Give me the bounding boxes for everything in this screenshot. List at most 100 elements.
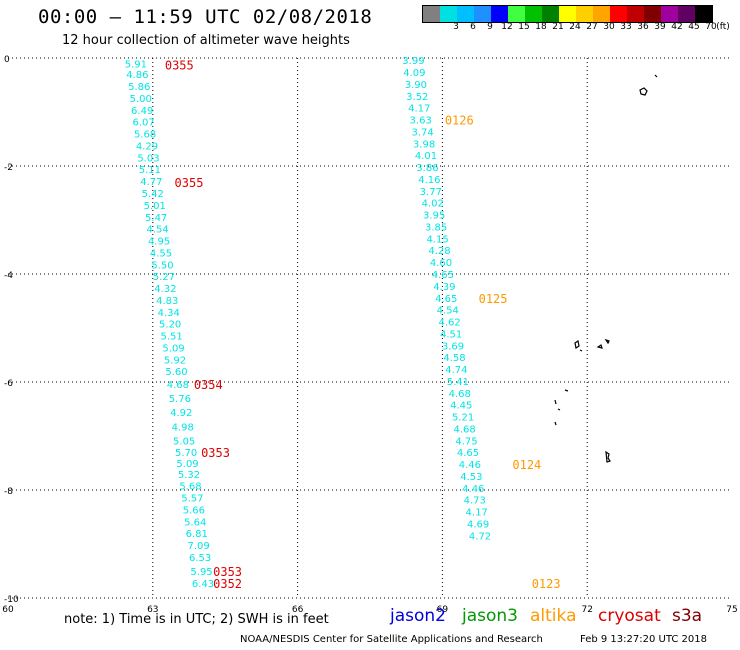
swh-value-label: 4.32	[154, 284, 176, 295]
track-values: 5.914.865.865.006.496.075.684.295.035.11…	[125, 56, 491, 590]
map-title: 00:00 – 11:59 UTC 02/08/2018	[38, 6, 373, 28]
swh-value-label: 5.70	[175, 448, 197, 459]
swh-value-label: 5.57	[181, 494, 203, 505]
island-shape	[574, 338, 610, 352]
colorbar-labels: 3 6 9 12 15 18 21 24 27 30 33 36 39 42 45 70 (ft)	[422, 22, 740, 34]
colorbar-label: 30	[603, 22, 615, 32]
colorbar-swatch	[644, 6, 661, 22]
swh-value-label: 5.27	[153, 272, 175, 283]
y-tick-label: -6	[4, 379, 13, 389]
island-shape	[554, 389, 569, 411]
satellite-legend-cryosat: cryosat	[598, 606, 661, 626]
colorbar-label: 9	[487, 22, 493, 32]
footer-note: note: 1) Time is in UTC; 2) SWH is in fe…	[64, 612, 329, 627]
colorbar-swatch	[491, 6, 508, 22]
pass-time-label: 0355	[175, 176, 204, 190]
island-shape	[639, 74, 658, 96]
swh-value-label: 4.69	[467, 519, 489, 530]
x-tick-label: 63	[147, 605, 158, 615]
swh-value-label: 5.20	[159, 320, 181, 331]
swh-value-label: 5.60	[165, 367, 187, 378]
x-tick-label: 69	[437, 605, 449, 615]
swh-value-label: 4.55	[150, 248, 172, 259]
swh-value-label: 4.75	[455, 436, 477, 447]
pass-time-label: 0352	[213, 577, 242, 591]
colorbar-swatch	[457, 6, 474, 22]
swh-value-label: 5.91	[125, 59, 147, 70]
swh-value-label: 4.68	[449, 389, 471, 400]
swh-value-label: 7.09	[188, 541, 210, 552]
pass-time-label: 0123	[532, 577, 561, 591]
swh-value-label: 4.16	[418, 175, 440, 186]
satellite-legend-jason2: jason2	[390, 606, 446, 626]
swh-value-label: 5.64	[184, 517, 206, 528]
swh-value-label: 4.45	[450, 401, 472, 412]
swh-value-label: 5.51	[160, 332, 182, 343]
swh-value-label: 4.73	[464, 496, 486, 507]
swh-value-label: 4.77	[140, 177, 162, 188]
swh-value-label: 5.42	[142, 189, 164, 200]
swh-value-label: 4.95	[148, 237, 170, 248]
satellite-legend-s3a: s3a	[672, 606, 703, 626]
swh-value-label: 4.65	[457, 448, 479, 459]
swh-value-label: 5.05	[173, 436, 195, 447]
swh-value-label: 3.52	[406, 92, 428, 103]
map-axis-labels: 60 63 66 69 72 75 0 -2 -4 -6 -8 -10	[2, 55, 737, 615]
colorbar-swatch	[508, 6, 525, 22]
swh-value-label: 3.98	[413, 139, 435, 150]
swh-value-label: 4.65	[432, 270, 454, 281]
colorbar-swatch	[440, 6, 457, 22]
colorbar-label: 45	[688, 22, 700, 32]
swh-value-label: 4.65	[435, 294, 457, 305]
pass-time-label: 0353	[213, 565, 242, 579]
swh-value-label: 4.54	[437, 306, 459, 317]
x-tick-label: 75	[726, 605, 737, 615]
colorbar-legend	[422, 5, 713, 23]
colorbar-unit: (ft)	[716, 22, 730, 32]
satellite-legend-jason3: jason3	[462, 606, 518, 626]
colorbar-swatch	[627, 6, 644, 22]
swh-value-label: 6.53	[189, 553, 211, 564]
pass-time-label: 0126	[445, 114, 474, 128]
colorbar-label: 70	[705, 22, 717, 32]
swh-value-label: 4.53	[460, 472, 482, 483]
swh-value-label: 5.68	[134, 130, 156, 141]
swh-value-label: 3.77	[420, 187, 442, 198]
colorbar-swatch	[576, 6, 593, 22]
swh-value-label: 5.66	[183, 505, 205, 516]
pass-time-label: 0354	[194, 378, 223, 392]
swh-value-label: 5.03	[137, 153, 159, 164]
colorbar-label: 27	[586, 22, 598, 32]
swh-value-label: 4.29	[136, 141, 158, 152]
colorbar-swatch	[593, 6, 610, 22]
swh-value-label: 5.32	[178, 470, 200, 481]
swh-value-label: 4.54	[146, 225, 168, 236]
satellite-legend-altika: altika	[530, 606, 577, 626]
swh-value-label: 5.95	[190, 567, 212, 578]
y-tick-label: -2	[4, 163, 13, 173]
colorbar-label: 6	[470, 22, 476, 32]
colorbar-label: 12	[501, 22, 513, 32]
footer-credit: NOAA/NESDIS Center for Satellite Applica…	[240, 634, 543, 645]
swh-value-label: 4.62	[439, 318, 461, 329]
swh-value-label: 5.41	[447, 377, 469, 388]
x-tick-label: 60	[2, 605, 14, 615]
swh-value-label: 3.99	[402, 56, 424, 67]
colorbar-swatch	[423, 6, 440, 22]
y-tick-label: -4	[4, 271, 13, 281]
land-islands	[554, 74, 658, 463]
swh-value-label: 4.92	[170, 408, 192, 419]
pass-time-label: 0353	[201, 446, 230, 460]
island-shape	[605, 450, 611, 463]
pass-time-label: 0124	[512, 458, 541, 472]
colorbar-label: 18	[535, 22, 547, 32]
swh-value-label: 4.98	[172, 422, 194, 433]
colorbar-swatch	[610, 6, 627, 22]
colorbar-swatch	[525, 6, 542, 22]
swh-value-label: 4.83	[156, 296, 178, 307]
swh-value-label: 4.15	[426, 234, 448, 245]
swh-value-label: 5.09	[176, 459, 198, 470]
swh-value-label: 4.01	[415, 151, 437, 162]
swh-value-label: 6.07	[132, 118, 154, 129]
